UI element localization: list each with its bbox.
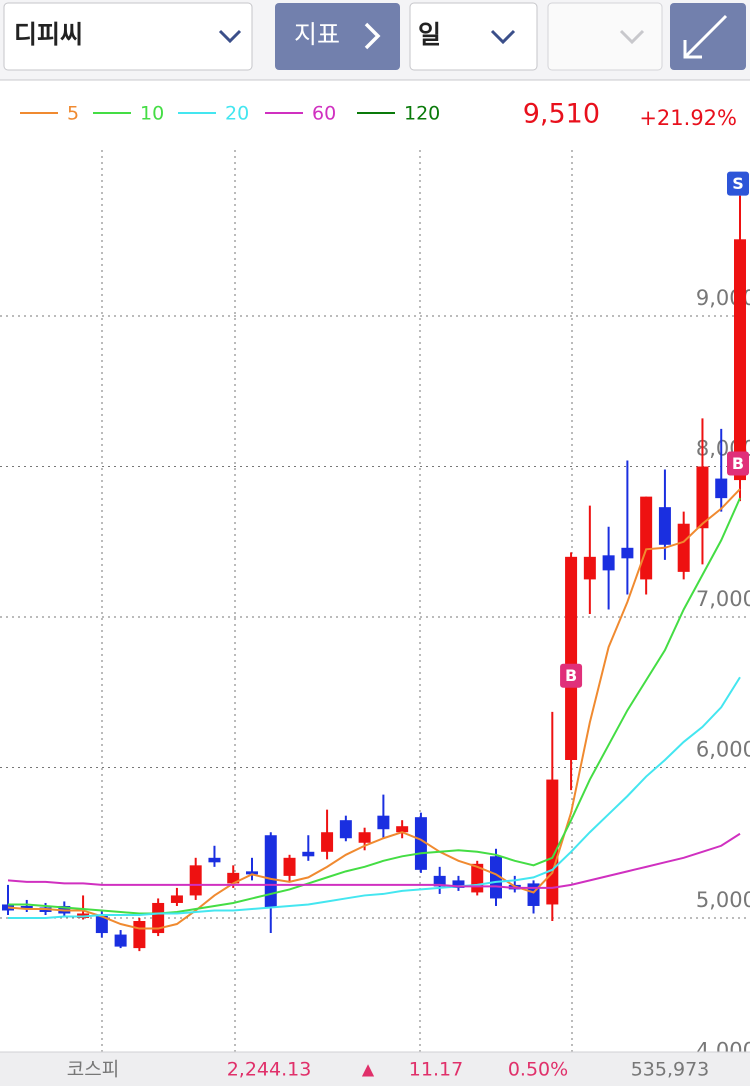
- candle-body: [490, 856, 502, 899]
- period-label: 일: [418, 20, 441, 49]
- legend-label: 120: [404, 103, 440, 125]
- candle-body: [565, 556, 578, 760]
- candle-body: [677, 523, 690, 572]
- candle-body: [377, 815, 390, 830]
- legend-label: 20: [225, 103, 249, 125]
- candle-body: [414, 817, 427, 870]
- candle-body: [452, 880, 465, 888]
- candle-body: [658, 507, 671, 545]
- price-change: +21.92%: [639, 106, 737, 130]
- candle-body: [283, 857, 296, 876]
- indicator-button[interactable]: 지표: [275, 3, 400, 70]
- moving-average: [7, 488, 741, 930]
- expand-button[interactable]: [670, 3, 746, 70]
- candle-body: [95, 914, 108, 934]
- moving-average: [8, 676, 741, 920]
- y-tick-label: 6,000: [696, 738, 750, 762]
- volume: 535,973: [631, 1059, 710, 1081]
- empty-dropdown[interactable]: [547, 2, 663, 71]
- signal-marker: [560, 663, 583, 688]
- candle-body: [696, 466, 709, 529]
- signal-label: S: [732, 174, 744, 193]
- candle-body: [433, 875, 446, 887]
- index-value: 2,244.13: [227, 1059, 312, 1081]
- candle-body: [715, 478, 728, 499]
- signal-marker: [727, 171, 749, 196]
- y-tick-label: 5,000: [696, 888, 750, 912]
- candle-body: [227, 872, 240, 884]
- stock-name: 디피씨: [14, 20, 83, 49]
- footer: 코스피 2,244.13 ▲ 11.17 0.50% 535,973: [0, 1051, 750, 1086]
- candle-body: [339, 820, 352, 839]
- candle-body: [114, 934, 127, 947]
- candle-body: [170, 895, 183, 903]
- candle-body: [20, 905, 33, 909]
- candle-body: [396, 826, 409, 833]
- candle-body: [546, 779, 559, 905]
- candle-body: [208, 857, 221, 863]
- vertical-grid: [101, 150, 573, 1052]
- candle-body: [264, 835, 277, 908]
- candle-body: [602, 555, 615, 571]
- indicator-label: 지표: [294, 20, 340, 49]
- index-change-pct: 0.50%: [508, 1059, 568, 1081]
- candle-body: [302, 851, 315, 857]
- last-price: 9,510: [523, 99, 600, 130]
- stock-dropdown[interactable]: 디피씨: [3, 2, 253, 71]
- up-arrow: ▲: [362, 1060, 375, 1079]
- y-tick-label: 7,000: [696, 587, 750, 611]
- candle-body: [358, 832, 371, 843]
- candle-body: [583, 556, 596, 580]
- candle-body: [734, 239, 746, 481]
- signal-label: B: [732, 454, 744, 473]
- candle-body: [189, 865, 202, 896]
- legend-label: 60: [312, 103, 336, 125]
- index-change: 11.17: [409, 1059, 463, 1081]
- period-dropdown[interactable]: 일: [409, 2, 538, 71]
- moving-average: [8, 497, 741, 915]
- candle-body: [321, 832, 334, 852]
- signal-label: B: [565, 666, 577, 685]
- signal-marker: [727, 451, 749, 476]
- index-name: 코스피: [67, 1059, 119, 1081]
- legend: 5 10 20 60 120: [20, 103, 440, 125]
- candle-body: [152, 902, 165, 934]
- legend-label: 5: [67, 103, 79, 125]
- candle-body: [640, 496, 653, 580]
- moving-average: [7, 832, 741, 889]
- legend-label: 10: [140, 103, 164, 125]
- candle-body: [246, 871, 258, 875]
- candle-body: [621, 547, 634, 559]
- candle-body: [133, 921, 146, 949]
